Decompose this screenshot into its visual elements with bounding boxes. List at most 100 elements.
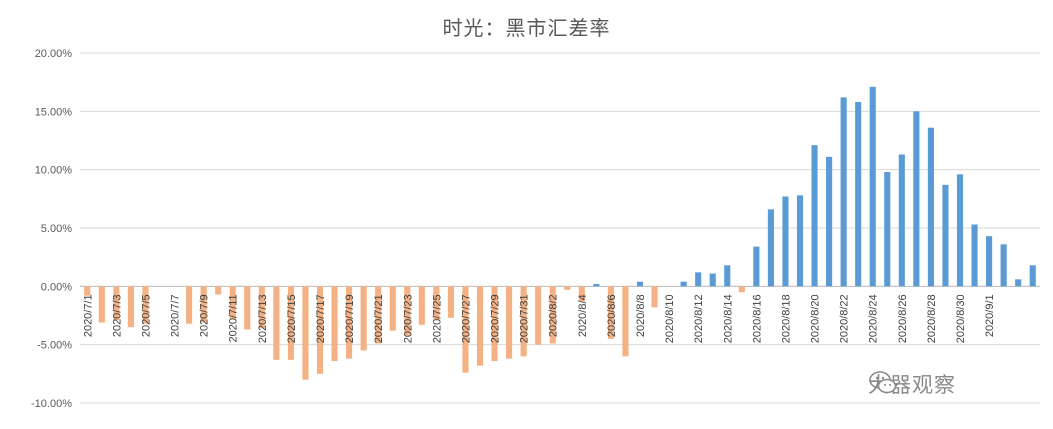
bar [1029,265,1036,287]
bar [433,286,440,321]
x-tick-label: 2020/7/27 [460,294,472,343]
bar [811,145,818,287]
x-tick-label: 2020/7/31 [519,294,531,343]
bar [651,286,658,308]
bar [767,209,774,287]
x-tick-label: 2020/7/7 [170,294,182,337]
x-tick-label: 2020/8/18 [780,294,792,343]
wechat-bubble-icon [869,371,897,394]
bar [855,102,862,287]
bar [127,286,134,328]
bar [913,111,920,287]
x-tick-label: 2020/7/23 [402,294,414,343]
bar [724,265,731,287]
bar [796,195,804,287]
bars [84,86,1036,380]
x-tick-label: 2020/8/20 [810,294,822,343]
watermark: 大器观察 [868,369,956,399]
x-tick-label: 2020/8/22 [839,294,851,343]
bar [738,286,745,293]
y-tick-label: 0.00% [41,281,72,293]
bar [927,127,934,287]
bar [564,286,571,290]
bar [200,286,207,323]
y-tick-label: -5.00% [37,340,72,352]
y-axis: 20.00% 15.00% 10.00% 5.00% 0.00% -5.00% -10.00… [31,48,1040,410]
bar [229,286,236,319]
bar [98,286,105,323]
bar [418,286,425,325]
bar [986,236,993,287]
x-tick-label: 2020/7/1 [82,294,94,337]
x-tick-label: 2020/7/17 [315,294,327,343]
x-tick-label: 2020/9/1 [984,294,996,337]
x-tick-label: 2020/8/6 [606,294,618,337]
bar [113,286,120,321]
x-tick-label: 2020/8/28 [926,294,938,343]
bar [826,156,833,287]
bar [622,286,629,357]
bar [898,154,905,287]
bar [520,286,527,357]
x-tick-label: 2020/8/12 [693,294,705,343]
bar [215,286,222,295]
bar [273,286,280,360]
x-tick-label: 2020/7/21 [373,294,385,343]
y-tick-label: -10.00% [31,398,72,410]
y-tick-label: 20.00% [35,48,73,60]
bar [258,286,265,329]
bar [942,184,949,287]
x-tick-label: 2020/8/14 [722,294,734,343]
bar [840,97,847,287]
bar [506,286,513,359]
bar [884,172,891,287]
x-tick-label: 2020/7/3 [111,294,123,337]
x-tick-label: 2020/7/9 [199,294,211,337]
bar [462,286,469,373]
bar [476,286,484,366]
bar [287,286,294,360]
x-tick-label: 2020/8/2 [548,294,560,337]
x-axis: 2020/7/1 2020/7/3 2020/7/5 2020/7/7 2020/7/9… [82,294,996,343]
bar [375,286,382,344]
bar [535,286,542,345]
bar [636,281,644,287]
y-tick-label: 10.00% [35,165,73,177]
bar [244,286,251,330]
chart-title: 时光：黑市汇差率 [442,16,611,40]
x-tick-label: 2020/7/13 [257,294,269,343]
x-tick-label: 2020/8/4 [577,294,589,337]
bar [869,86,876,287]
bar [360,286,367,351]
x-tick-label: 2020/8/8 [635,294,647,337]
x-tick-label: 2020/8/16 [751,294,763,343]
bar [331,286,338,361]
bar [578,286,585,302]
bar [782,196,789,287]
x-tick-label: 2020/8/10 [664,294,676,343]
bar [84,286,91,296]
bar [389,286,396,331]
bar [1015,279,1022,287]
bar [447,286,454,318]
bar [186,286,193,324]
bar [695,272,702,287]
bar [302,286,309,380]
y-tick-label: 5.00% [41,223,72,235]
x-tick-label: 2020/8/30 [955,294,967,343]
bar [593,284,600,287]
bar [607,286,614,339]
bar [404,286,411,336]
bar [1000,244,1007,287]
bar [142,286,149,324]
bar [709,273,716,287]
bar [491,286,498,361]
bar [346,286,353,359]
x-tick-label: 2020/7/25 [431,294,443,343]
x-tick-label: 2020/7/19 [344,294,356,343]
bar [971,224,978,287]
gridlines [80,52,1040,404]
x-tick-label: 2020/7/29 [490,294,502,343]
